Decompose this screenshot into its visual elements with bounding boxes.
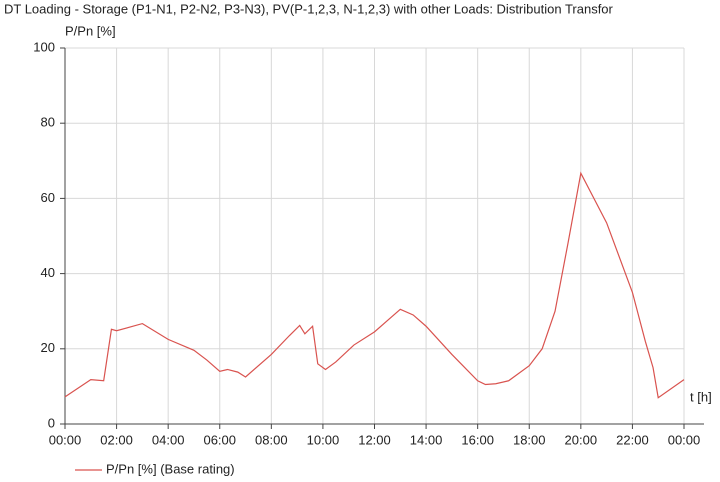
x-tick-label: 16:00 — [461, 432, 494, 447]
x-tick-label: 12:00 — [358, 432, 391, 447]
y-axis-label: P/Pn [%] — [65, 23, 116, 38]
y-tick-label: 60 — [41, 190, 55, 205]
x-tick-label: 00:00 — [668, 432, 701, 447]
x-axis-label: t [h] — [690, 389, 712, 404]
x-tick-label: 18:00 — [513, 432, 546, 447]
y-tick-label: 20 — [41, 340, 55, 355]
y-tick-label: 80 — [41, 115, 55, 130]
x-tick-label: 02:00 — [100, 432, 133, 447]
x-tick-label: 08:00 — [255, 432, 288, 447]
y-tick-label: 100 — [33, 39, 55, 54]
data-line — [64, 171, 685, 399]
legend-label: P/Pn [%] (Base rating) — [106, 461, 235, 476]
x-tick-label: 06:00 — [203, 432, 236, 447]
x-tick-label: 20:00 — [565, 432, 598, 447]
chart-title: DT Loading - Storage (P1-N1, P2-N2, P3-N… — [4, 1, 614, 16]
x-tick-label: 00:00 — [49, 432, 82, 447]
x-tick-label: 04:00 — [152, 432, 185, 447]
y-tick-label: 0 — [48, 415, 55, 430]
x-tick-label: 10:00 — [307, 432, 340, 447]
x-tick-label: 22:00 — [616, 432, 649, 447]
y-tick-label: 40 — [41, 265, 55, 280]
x-tick-label: 14:00 — [410, 432, 443, 447]
